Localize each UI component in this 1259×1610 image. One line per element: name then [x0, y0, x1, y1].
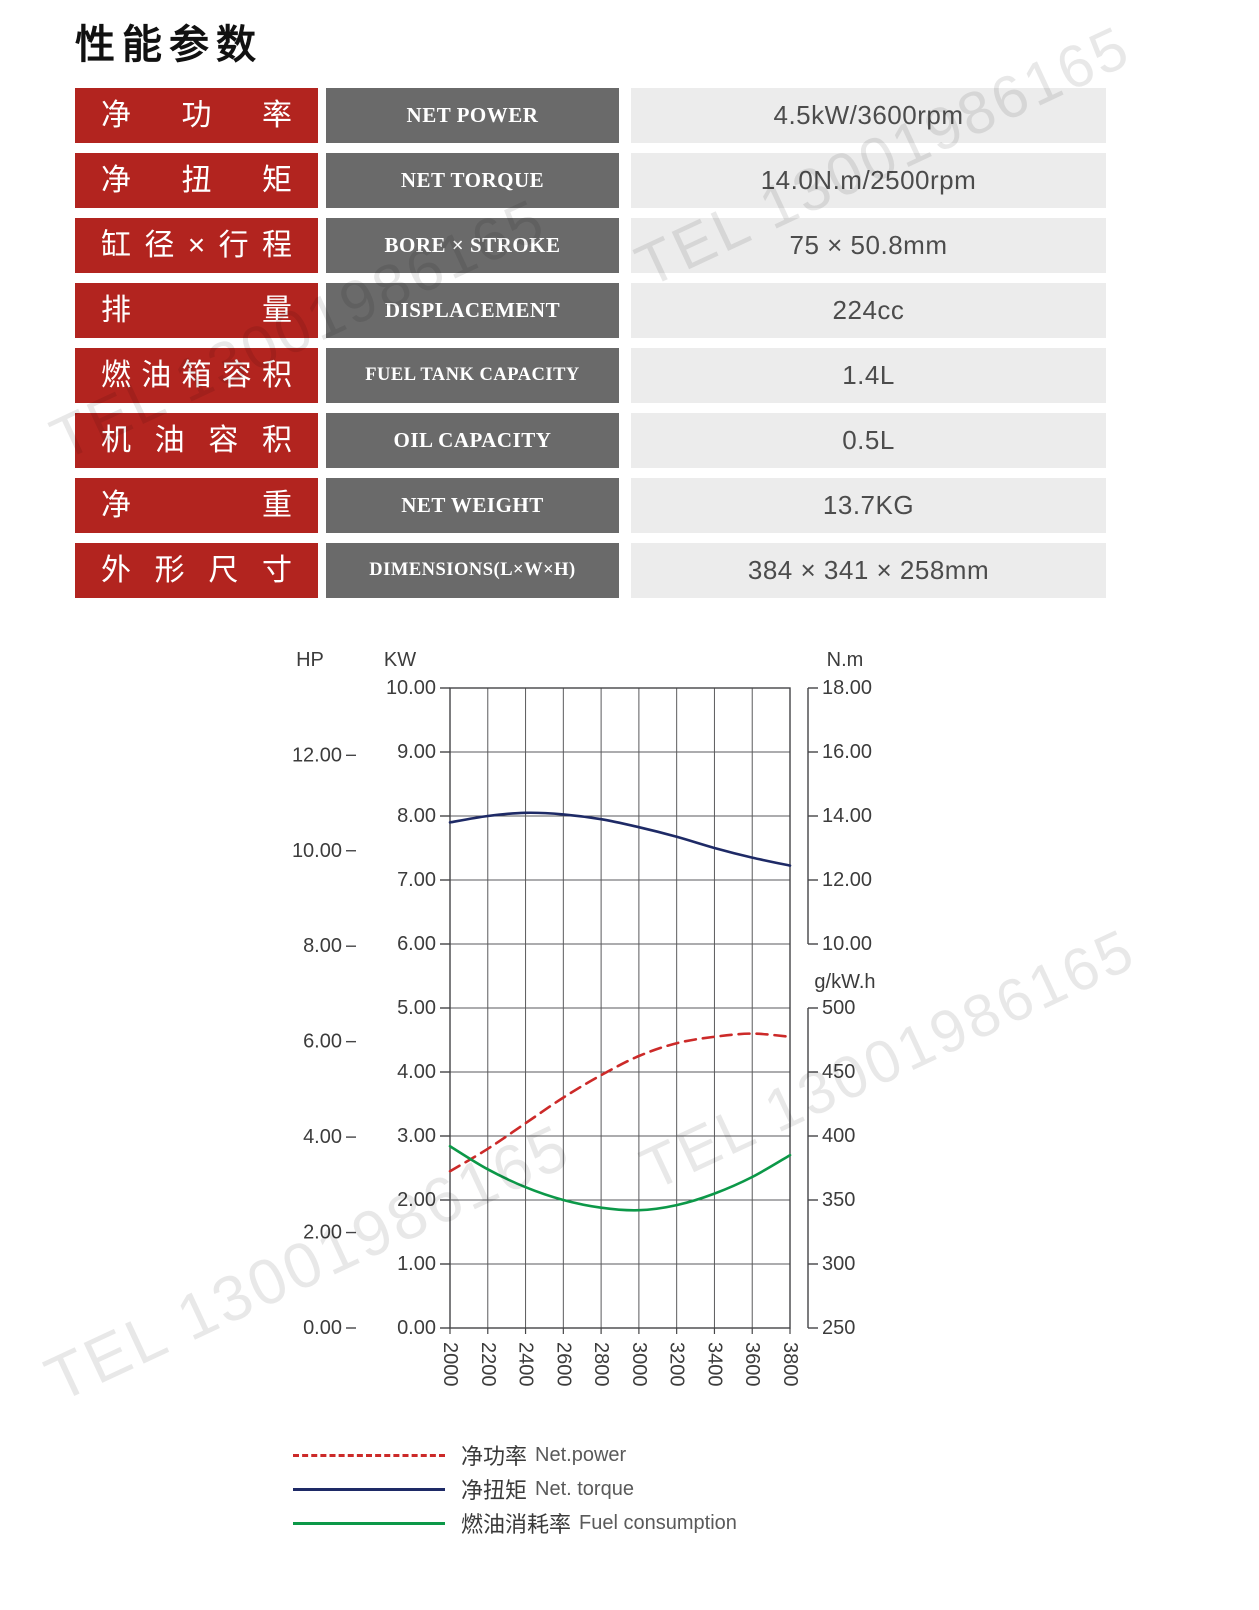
hp-tick-label: 4.00 [303, 1126, 342, 1148]
kw-axis-title: KW [384, 649, 416, 671]
x-tick-label: 3200 [666, 1342, 688, 1387]
nm-tick-label: 12.00 [822, 869, 872, 891]
legend-row-net-torque: 净扭矩 Net. torque [293, 1472, 737, 1506]
nm-tick-label: 10.00 [822, 933, 872, 955]
g-tick-label: 300 [822, 1253, 855, 1275]
spec-en-cell: OIL CAPACITY [326, 413, 619, 468]
spec-row: 外形尺寸 DIMENSIONS(L×W×H) 384 × 341 × 258mm [75, 543, 1106, 598]
performance-chart: 0.00 1.00 2.00 3.00 4.00 5.00 6.00 7.00 8.00 9.00… [260, 648, 920, 1438]
g-tick-label: 250 [822, 1317, 855, 1339]
x-tick-label: 2200 [477, 1342, 499, 1387]
kw-tick-label: 4.00 [397, 1061, 436, 1083]
legend-row-net-power: 净功率 Net.power [293, 1438, 737, 1472]
spec-row: 净重 NET WEIGHT 13.7KG [75, 478, 1106, 533]
kw-tick-label: 6.00 [397, 933, 436, 955]
legend-label-cn: 净功率 [461, 1444, 528, 1469]
spec-en-cell: DISPLACEMENT [326, 283, 619, 338]
net-torque-line-swatch [293, 1487, 445, 1491]
g-axis-title: g/kW.h [814, 971, 875, 993]
x-tick-label: 3600 [741, 1342, 763, 1387]
page-title: 性能参数 [75, 23, 263, 67]
chart-legend: 净功率 Net.power 净扭矩 Net. torque 燃油消耗率 Fuel… [293, 1438, 737, 1540]
spec-value-cell: 0.5L [631, 413, 1106, 468]
spec-cn-cell: 净功率 [75, 88, 318, 143]
hp-tick-label: 12.00 [292, 744, 342, 766]
g-tick-label: 500 [822, 997, 855, 1019]
kw-tick-label: 1.00 [397, 1253, 436, 1275]
kw-tick-label: 7.00 [397, 869, 436, 891]
kw-tick-label: 8.00 [397, 805, 436, 827]
spec-table: 净功率 NET POWER 4.5kW/3600rpm 净扭矩 NET TORQ… [75, 88, 1106, 608]
kw-tick-label: 0.00 [397, 1317, 436, 1339]
spec-value-cell: 384 × 341 × 258mm [631, 543, 1106, 598]
spec-cn-cell: 燃油箱容积 [75, 348, 318, 403]
net-power-line-swatch [293, 1453, 445, 1457]
nm-tick-label: 18.00 [822, 677, 872, 699]
spec-row: 排量 DISPLACEMENT 224cc [75, 283, 1106, 338]
kw-tick-label: 9.00 [397, 741, 436, 763]
hp-tick-label: 6.00 [303, 1031, 342, 1053]
spec-value-cell: 1.4L [631, 348, 1106, 403]
hp-tick-label: 0.00 [303, 1317, 342, 1339]
fuel-consumption-line-swatch [293, 1521, 445, 1525]
hp-axis-title: HP [296, 649, 324, 671]
x-tick-label: 2400 [515, 1342, 537, 1387]
kw-tick-label: 5.00 [397, 997, 436, 1019]
series-line-1 [448, 811, 792, 867]
x-tick-label: 3800 [779, 1342, 801, 1387]
spec-cn-cell: 缸径×行程 [75, 218, 318, 273]
spec-en-cell: BORE × STROKE [326, 218, 619, 273]
x-tick-label: 2800 [590, 1342, 612, 1387]
legend-label-cn: 燃油消耗率 [461, 1512, 572, 1537]
spec-value-cell: 224cc [631, 283, 1106, 338]
hp-tick-label: 2.00 [303, 1222, 342, 1244]
hp-tick-label: 10.00 [292, 840, 342, 862]
spec-en-cell: FUEL TANK CAPACITY [326, 348, 619, 403]
spec-en-cell: DIMENSIONS(L×W×H) [326, 543, 619, 598]
spec-cn-cell: 净扭矩 [75, 153, 318, 208]
legend-label-en: Net. torque [535, 1477, 634, 1500]
spec-row: 净功率 NET POWER 4.5kW/3600rpm [75, 88, 1106, 143]
spec-en-cell: NET TORQUE [326, 153, 619, 208]
legend-row-fuel-consumption: 燃油消耗率 Fuel consumption [293, 1506, 737, 1540]
performance-chart-svg: 0.00 1.00 2.00 3.00 4.00 5.00 6.00 7.00 8.00 9.00… [292, 649, 876, 1387]
nm-tick-label: 16.00 [822, 741, 872, 763]
g-tick-label: 400 [822, 1125, 855, 1147]
spec-value-cell: 75 × 50.8mm [631, 218, 1106, 273]
spec-row: 净扭矩 NET TORQUE 14.0N.m/2500rpm [75, 153, 1106, 208]
series-line-0 [448, 1032, 792, 1173]
nm-tick-label: 14.00 [822, 805, 872, 827]
spec-value-cell: 4.5kW/3600rpm [631, 88, 1106, 143]
spec-row: 缸径×行程 BORE × STROKE 75 × 50.8mm [75, 218, 1106, 273]
kw-tick-label: 2.00 [397, 1189, 436, 1211]
spec-en-cell: NET POWER [326, 88, 619, 143]
spec-cn-cell: 排量 [75, 283, 318, 338]
series-line-2 [448, 1144, 792, 1212]
spec-en-cell: NET WEIGHT [326, 478, 619, 533]
spec-row: 机油容积 OIL CAPACITY 0.5L [75, 413, 1106, 468]
spec-row: 燃油箱容积 FUEL TANK CAPACITY 1.4L [75, 348, 1106, 403]
spec-cn-cell: 机油容积 [75, 413, 318, 468]
spec-value-cell: 13.7KG [631, 478, 1106, 533]
legend-label-en: Net.power [535, 1443, 627, 1466]
legend-label-en: Fuel consumption [579, 1511, 737, 1534]
legend-label-cn: 净扭矩 [461, 1478, 528, 1503]
spec-cn-cell: 净重 [75, 478, 318, 533]
x-tick-label: 2600 [552, 1342, 574, 1387]
kw-tick-label: 3.00 [397, 1125, 436, 1147]
spec-value-cell: 14.0N.m/2500rpm [631, 153, 1106, 208]
kw-tick-label: 10.00 [386, 677, 436, 699]
x-tick-label: 3000 [628, 1342, 650, 1387]
x-tick-label: 3400 [703, 1342, 725, 1387]
nm-axis-title: N.m [827, 649, 864, 671]
x-tick-label: 2000 [439, 1342, 461, 1387]
hp-tick-label: 8.00 [303, 935, 342, 957]
g-tick-label: 450 [822, 1061, 855, 1083]
spec-cn-cell: 外形尺寸 [75, 543, 318, 598]
g-tick-label: 350 [822, 1189, 855, 1211]
